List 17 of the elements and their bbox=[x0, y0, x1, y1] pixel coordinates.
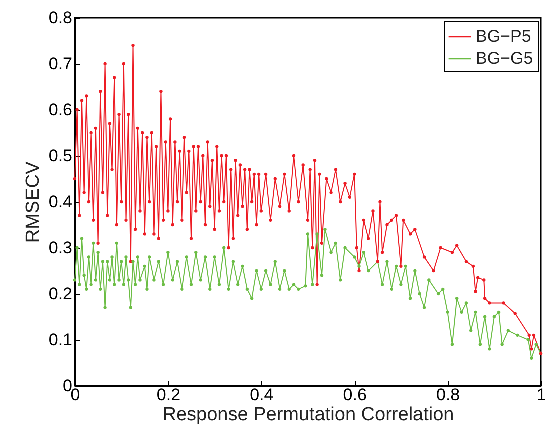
x-tick-label: 0.6 bbox=[343, 386, 367, 404]
y-tick-label: 0.5 bbox=[48, 146, 72, 166]
y-tick-label: 0.4 bbox=[48, 192, 72, 212]
y-tick-label: 0.7 bbox=[48, 54, 72, 74]
y-tick-label: 0.1 bbox=[48, 330, 72, 350]
y-tick-label: 0.3 bbox=[48, 238, 72, 258]
x-tick-label: 0.4 bbox=[250, 386, 274, 404]
x-tick-label: 0.8 bbox=[436, 386, 460, 404]
y-tick-label: 0.6 bbox=[48, 100, 72, 120]
legend-label: BG−P5 bbox=[476, 27, 532, 46]
y-tick-label: 0.2 bbox=[48, 284, 72, 304]
x-axis-title: Response Permutation Correlation bbox=[162, 404, 454, 426]
x-tick-label: 1 bbox=[536, 386, 546, 404]
y-tick-label: 0.8 bbox=[48, 8, 72, 28]
x-tick-label: 0.2 bbox=[156, 386, 181, 404]
y-axis-title: RMSECV bbox=[22, 162, 44, 244]
legend-label: BG−G5 bbox=[476, 49, 534, 68]
